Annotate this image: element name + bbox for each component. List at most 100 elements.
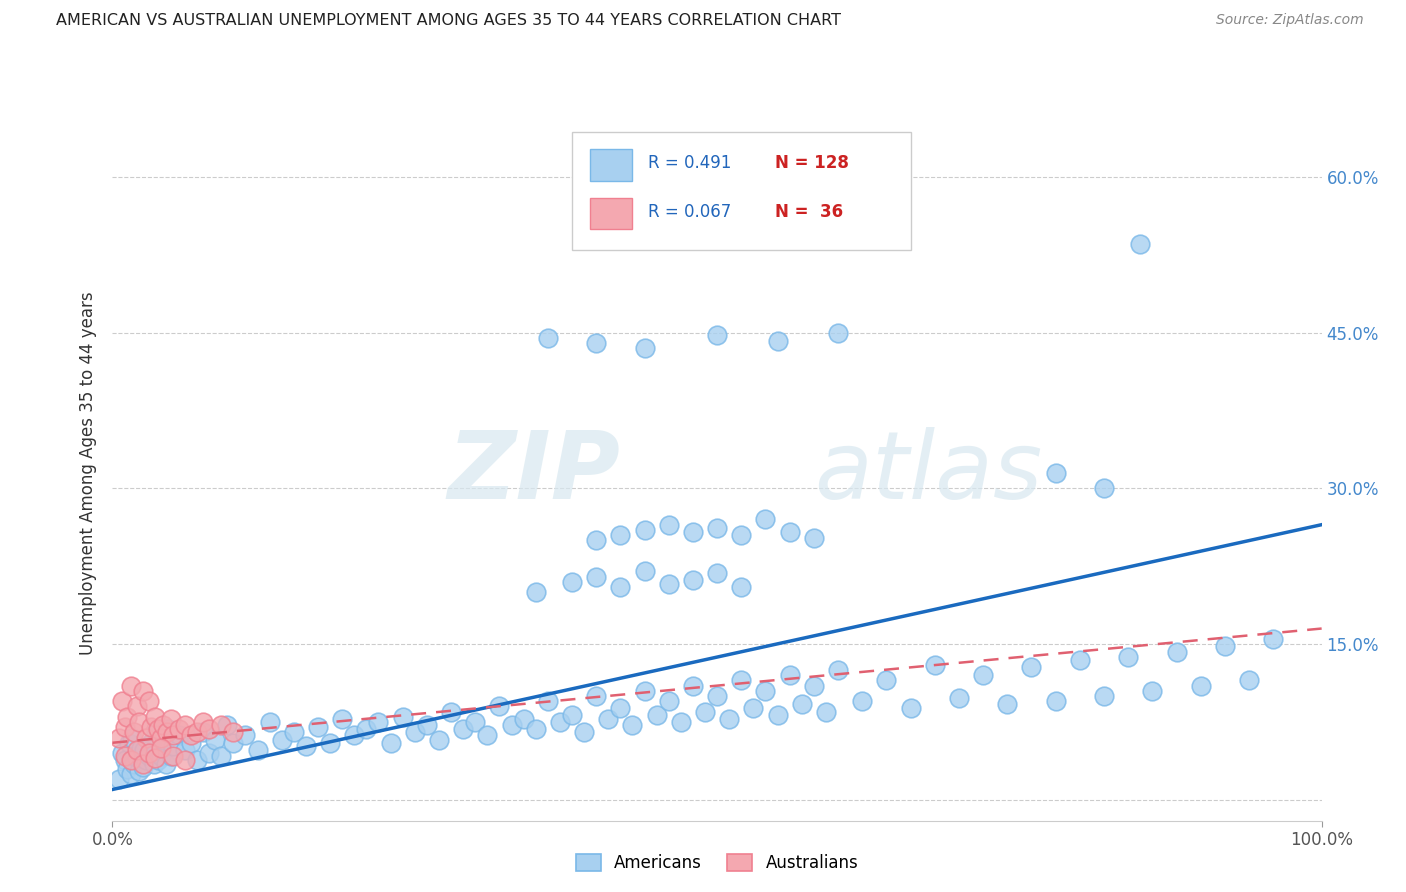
Point [132,759,155,773]
Text: R = 0.491: R = 0.491 [648,154,731,172]
Point [270,732,292,747]
Point [367,714,389,729]
Text: ZIP: ZIP [447,426,620,519]
Point [138,749,160,764]
Point [1263,632,1285,646]
Point [330,712,353,726]
Point [138,746,160,760]
Point [730,580,752,594]
Point [766,334,789,348]
Point [319,736,342,750]
Point [391,710,413,724]
Point [149,749,172,764]
Point [730,673,752,688]
Point [148,753,170,767]
Point [1045,466,1067,480]
Point [477,729,499,743]
Point [307,720,329,734]
Point [851,694,873,708]
Point [356,723,378,737]
Point [464,714,486,729]
Point [633,683,655,698]
Point [706,521,728,535]
Point [174,743,197,757]
Point [512,712,534,726]
Point [1116,649,1139,664]
Point [621,718,644,732]
Point [152,732,174,747]
Point [143,710,166,724]
Point [162,749,184,764]
Point [693,705,716,719]
Point [585,335,607,350]
Point [948,691,970,706]
Point [633,565,655,579]
Point [742,701,765,715]
Point [222,725,245,739]
Point [132,683,155,698]
Bar [591,198,633,229]
Point [585,569,607,583]
Point [343,729,366,743]
Point [1129,237,1152,252]
Point [246,743,269,757]
Point [128,764,150,778]
Text: Source: ZipAtlas.com: Source: ZipAtlas.com [1216,13,1364,28]
Point [259,714,281,729]
Point [1166,645,1188,659]
Point [156,725,179,739]
Point [1045,694,1067,708]
Point [114,753,136,767]
Text: R = 0.067: R = 0.067 [648,202,731,221]
FancyBboxPatch shape [572,132,911,250]
Point [706,327,728,342]
Text: N =  36: N = 36 [775,202,844,221]
Point [427,732,450,747]
Point [162,739,184,753]
Point [1021,660,1043,674]
Y-axis label: Unemployment Among Ages 35 to 44 years: Unemployment Among Ages 35 to 44 years [79,291,97,655]
Point [222,736,245,750]
Point [718,712,741,726]
Point [682,524,704,539]
Point [706,689,728,703]
Point [1213,639,1236,653]
Point [209,749,232,764]
Point [658,694,681,708]
Point [186,753,208,767]
Point [141,720,163,734]
Point [451,723,474,737]
Point [180,729,202,743]
Point [107,772,129,786]
Point [585,533,607,548]
Point [128,714,150,729]
Point [972,668,994,682]
Text: AMERICAN VS AUSTRALIAN UNEMPLOYMENT AMONG AGES 35 TO 44 YEARS CORRELATION CHART: AMERICAN VS AUSTRALIAN UNEMPLOYMENT AMON… [56,13,841,29]
Point [488,699,510,714]
Point [111,746,134,760]
Point [111,694,134,708]
Point [152,718,174,732]
Point [120,753,142,767]
Point [204,732,226,747]
Point [155,756,177,771]
Point [730,528,752,542]
Point [585,689,607,703]
Point [609,701,631,715]
Point [149,731,172,745]
Point [995,698,1018,712]
Point [191,714,214,729]
Point [633,523,655,537]
Point [157,723,180,737]
Point [779,524,801,539]
Point [167,729,190,743]
Point [537,694,560,708]
Point [186,725,208,739]
Point [149,741,172,756]
Point [609,528,631,542]
Point [561,574,583,589]
Point [669,714,692,729]
Point [107,731,129,745]
Point [131,741,153,756]
Point [283,725,305,739]
